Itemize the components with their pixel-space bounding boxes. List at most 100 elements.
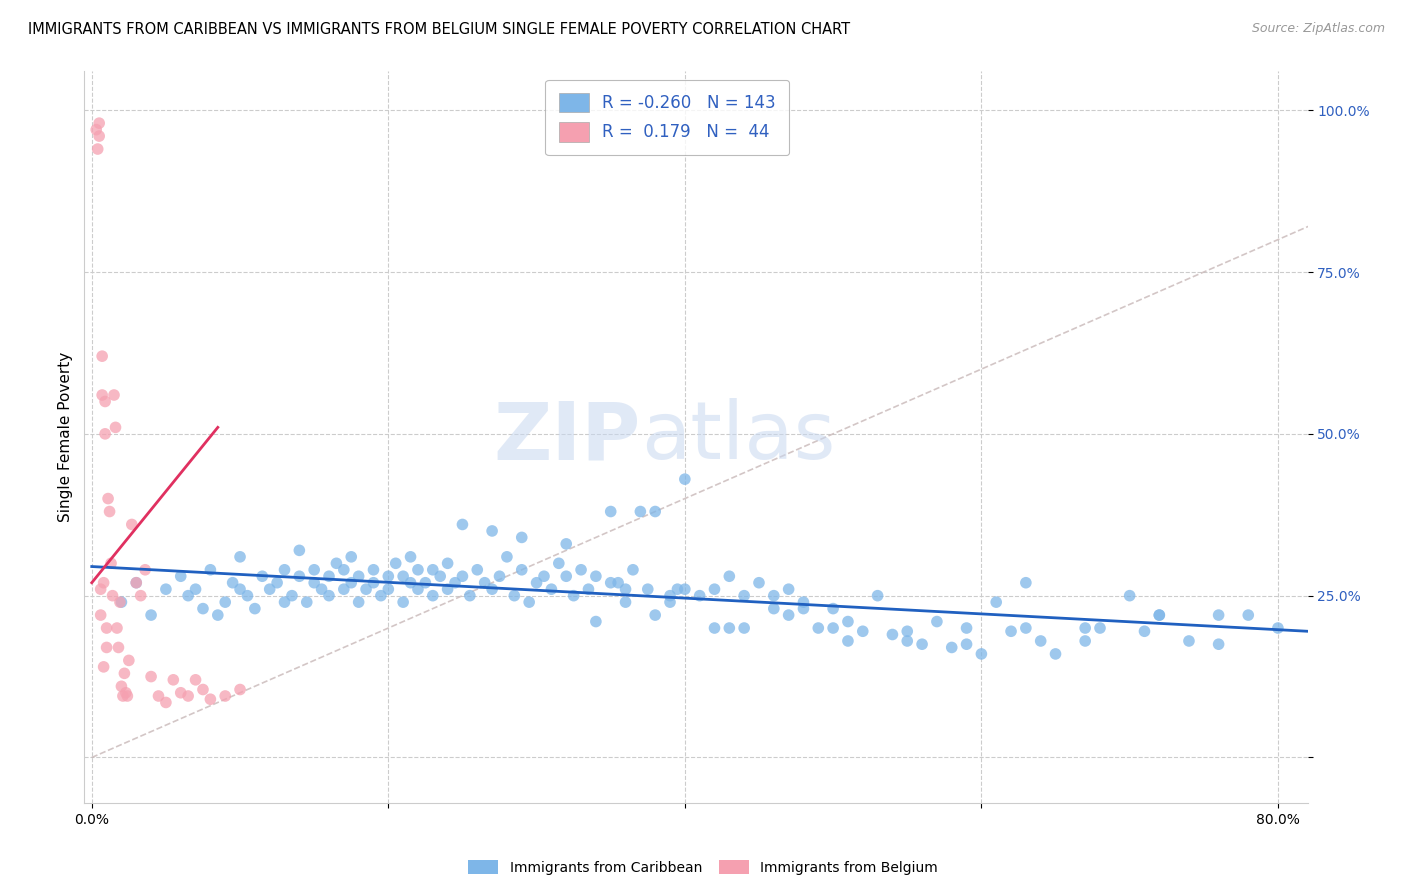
Point	[1000, 624, 1022, 639]
Point	[599, 504, 621, 518]
Point	[569, 563, 592, 577]
Point	[1074, 621, 1097, 635]
Point	[170, 569, 193, 583]
Point	[823, 601, 845, 615]
Point	[510, 530, 533, 544]
Point	[1178, 634, 1201, 648]
Point	[103, 388, 125, 402]
Point	[111, 689, 134, 703]
Point	[311, 582, 333, 597]
Point	[90, 608, 112, 623]
Point	[392, 569, 415, 583]
Point	[628, 504, 651, 518]
Point	[93, 575, 115, 590]
Point	[465, 563, 488, 577]
Point	[792, 595, 814, 609]
Point	[925, 615, 948, 629]
Point	[96, 621, 118, 635]
Point	[214, 595, 236, 609]
Point	[207, 608, 229, 623]
Point	[302, 575, 325, 590]
Point	[125, 575, 148, 590]
Point	[100, 557, 122, 571]
Point	[134, 563, 156, 577]
Point	[837, 634, 859, 648]
Point	[129, 589, 152, 603]
Legend: Immigrants from Caribbean, Immigrants from Belgium: Immigrants from Caribbean, Immigrants fr…	[463, 855, 943, 880]
Point	[406, 563, 429, 577]
Point	[540, 582, 562, 597]
Point	[302, 563, 325, 577]
Point	[451, 517, 474, 532]
Point	[90, 582, 112, 597]
Point	[406, 582, 429, 597]
Point	[481, 582, 503, 597]
Point	[1267, 621, 1289, 635]
Point	[229, 582, 252, 597]
Point	[370, 589, 392, 603]
Point	[170, 686, 193, 700]
Point	[733, 621, 755, 635]
Point	[363, 563, 385, 577]
Point	[184, 673, 207, 687]
Point	[273, 563, 295, 577]
Point	[148, 689, 170, 703]
Point	[866, 589, 889, 603]
Point	[259, 582, 281, 597]
Point	[177, 589, 200, 603]
Point	[666, 582, 689, 597]
Point	[214, 689, 236, 703]
Point	[659, 589, 682, 603]
Point	[86, 142, 108, 156]
Point	[1133, 624, 1156, 639]
Point	[139, 608, 162, 623]
Text: atlas: atlas	[641, 398, 835, 476]
Legend: R = -0.260   N = 143, R =  0.179   N =  44: R = -0.260 N = 143, R = 0.179 N = 44	[546, 79, 789, 155]
Point	[125, 575, 148, 590]
Point	[91, 349, 114, 363]
Point	[200, 692, 222, 706]
Point	[496, 549, 519, 564]
Point	[108, 595, 131, 609]
Point	[578, 582, 600, 597]
Point	[229, 549, 252, 564]
Point	[288, 543, 311, 558]
Point	[941, 640, 963, 655]
Point	[117, 689, 139, 703]
Point	[347, 569, 370, 583]
Point	[266, 575, 288, 590]
Point	[191, 682, 214, 697]
Point	[104, 420, 127, 434]
Point	[852, 624, 875, 639]
Point	[384, 557, 406, 571]
Point	[429, 569, 451, 583]
Point	[1208, 608, 1230, 623]
Point	[718, 621, 741, 635]
Point	[703, 582, 725, 597]
Point	[363, 575, 385, 590]
Text: IMMIGRANTS FROM CARIBBEAN VS IMMIGRANTS FROM BELGIUM SINGLE FEMALE POVERTY CORRE: IMMIGRANTS FROM CARIBBEAN VS IMMIGRANTS …	[28, 22, 851, 37]
Point	[273, 595, 295, 609]
Point	[93, 660, 115, 674]
Point	[333, 563, 356, 577]
Point	[986, 595, 1008, 609]
Point	[295, 595, 318, 609]
Point	[98, 504, 121, 518]
Point	[896, 634, 918, 648]
Point	[229, 682, 252, 697]
Point	[637, 582, 659, 597]
Point	[415, 575, 437, 590]
Point	[644, 608, 666, 623]
Point	[955, 637, 977, 651]
Point	[547, 557, 569, 571]
Point	[436, 582, 458, 597]
Point	[1045, 647, 1067, 661]
Point	[1149, 608, 1171, 623]
Point	[510, 563, 533, 577]
Point	[778, 582, 800, 597]
Point	[191, 601, 214, 615]
Point	[115, 686, 138, 700]
Point	[823, 621, 845, 635]
Point	[347, 595, 370, 609]
Point	[1029, 634, 1052, 648]
